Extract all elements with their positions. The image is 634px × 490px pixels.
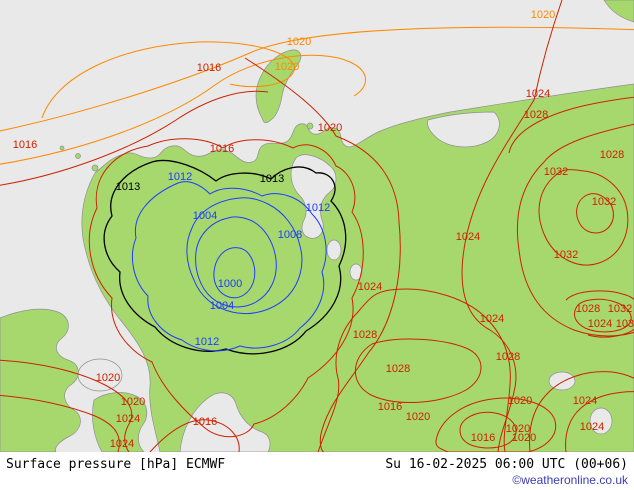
isobar-1020 <box>0 54 366 165</box>
isobar-1028 <box>508 96 634 154</box>
pressure-label: 1013 <box>260 173 284 185</box>
isobar-1024 <box>0 394 120 452</box>
isobar-black <box>103 159 347 355</box>
coastal-water <box>77 358 123 392</box>
pressure-label: 1016 <box>471 432 495 444</box>
isobar-1016-ring <box>88 138 364 438</box>
pressure-label: 1020 <box>406 411 430 423</box>
isobar-1020-loop <box>435 397 557 452</box>
pressure-label: 1024 <box>116 413 140 425</box>
isobar-1004-loop <box>195 216 277 308</box>
pressure-label: 1016 <box>193 416 217 428</box>
pressure-label: 1020 <box>506 423 530 435</box>
isobar-1016 <box>0 90 269 186</box>
inland-waters <box>77 111 613 452</box>
pressure-label: 1024 <box>110 438 134 450</box>
isobar-1032-loop <box>538 169 629 266</box>
pressure-label: 1020 <box>318 122 342 134</box>
isobar-1024 <box>317 288 511 452</box>
isobar-1016-loop <box>459 411 517 449</box>
pressure-label: 1024 <box>480 313 504 325</box>
north-inlet <box>427 111 500 148</box>
lake <box>589 407 613 435</box>
pressure-label: 1024 <box>573 395 597 407</box>
lake <box>548 371 576 391</box>
isobar-1028 <box>516 123 634 337</box>
pressure-label: 1024 <box>358 281 382 293</box>
baltic-gulf <box>179 392 271 452</box>
status-bar: Surface pressure [hPa] ECMWF Su 16-02-20… <box>0 452 634 490</box>
isobar-1013-loop <box>103 159 347 355</box>
small-island <box>306 122 314 130</box>
pressure-label: 1004 <box>193 210 217 222</box>
pressure-label: 1004 <box>210 300 234 312</box>
pressure-label: 1024 <box>588 318 612 330</box>
isobar-1020 <box>244 57 401 452</box>
pressure-label: 1020 <box>512 432 536 444</box>
isobar-1008-loop <box>186 197 303 315</box>
pressure-label: 1020 <box>121 396 145 408</box>
pressure-label: 1032 <box>592 196 616 208</box>
north-island <box>255 49 302 123</box>
pressure-label: 1012 <box>306 202 330 214</box>
isobar-1024-cluster <box>565 290 634 338</box>
pressure-label: 1020 <box>275 61 299 73</box>
lake <box>349 263 363 281</box>
pressure-label: 1012 <box>168 171 192 183</box>
small-island <box>75 153 81 159</box>
isobar-1020 <box>0 26 634 132</box>
lake <box>326 239 342 261</box>
pressure-label: 1016 <box>197 62 221 74</box>
pressure-label: 1032 <box>554 249 578 261</box>
pressure-label: 1016 <box>210 143 234 155</box>
isobar-1020 <box>0 359 133 452</box>
pressure-label: 1028 <box>600 149 624 161</box>
pressure-label: 1028 <box>386 363 410 375</box>
pressure-label: 1013 <box>116 181 140 193</box>
small-island <box>91 164 99 172</box>
isobar-1024 <box>565 391 634 452</box>
isobars-red <box>0 0 634 452</box>
pressure-label: 1016 <box>13 139 37 151</box>
pressure-label: 1000 <box>218 278 242 290</box>
pressure-label: 1024 <box>456 231 480 243</box>
pressure-label: 1032 <box>616 318 634 330</box>
pressure-label: 1024 <box>580 421 604 433</box>
pressure-label: 1024 <box>526 88 550 100</box>
map-area: 1020 1020 1020 1016 1024 1028 1020 1016 1016 1028… <box>0 0 634 452</box>
isobar-1028-loop <box>355 338 482 403</box>
chart-title: Surface pressure [hPa] ECMWF <box>6 457 226 472</box>
pressure-label: 1020 <box>287 36 311 48</box>
copyright-link[interactable]: ©weatheronline.co.uk <box>512 473 628 487</box>
pressure-label: 1020 <box>96 372 120 384</box>
pressure-label: 1016 <box>378 401 402 413</box>
pressure-label: 1028 <box>524 109 548 121</box>
pressure-label: 1020 <box>508 395 532 407</box>
pressure-label: 1028 <box>353 329 377 341</box>
isobars-blue <box>131 181 327 352</box>
isobar-1028-cluster <box>573 298 632 333</box>
pressure-label: 1032 <box>544 166 568 178</box>
pressure-label: 1028 <box>576 303 600 315</box>
isobar-1012-loop <box>131 181 327 352</box>
isobar-1020 <box>41 41 296 119</box>
northeast-corner-land <box>603 0 634 23</box>
white-sea <box>290 154 337 239</box>
pressure-label: 1032 <box>608 303 632 315</box>
pressure-label: 1020 <box>531 9 555 21</box>
pressure-label: 1012 <box>195 336 219 348</box>
southwest-island <box>92 392 148 452</box>
isobar-1032-inner <box>576 193 614 234</box>
isobar-1020 <box>529 371 634 452</box>
isobar-1024 <box>461 0 563 452</box>
valid-time: Su 16-02-2025 06:00 UTC (00+06) <box>385 457 628 472</box>
isobar-1016 <box>149 419 240 452</box>
pressure-label: 1008 <box>278 229 302 241</box>
pressure-label: 1028 <box>496 351 520 363</box>
small-island <box>59 145 65 151</box>
isobar-1000-loop <box>213 247 256 299</box>
